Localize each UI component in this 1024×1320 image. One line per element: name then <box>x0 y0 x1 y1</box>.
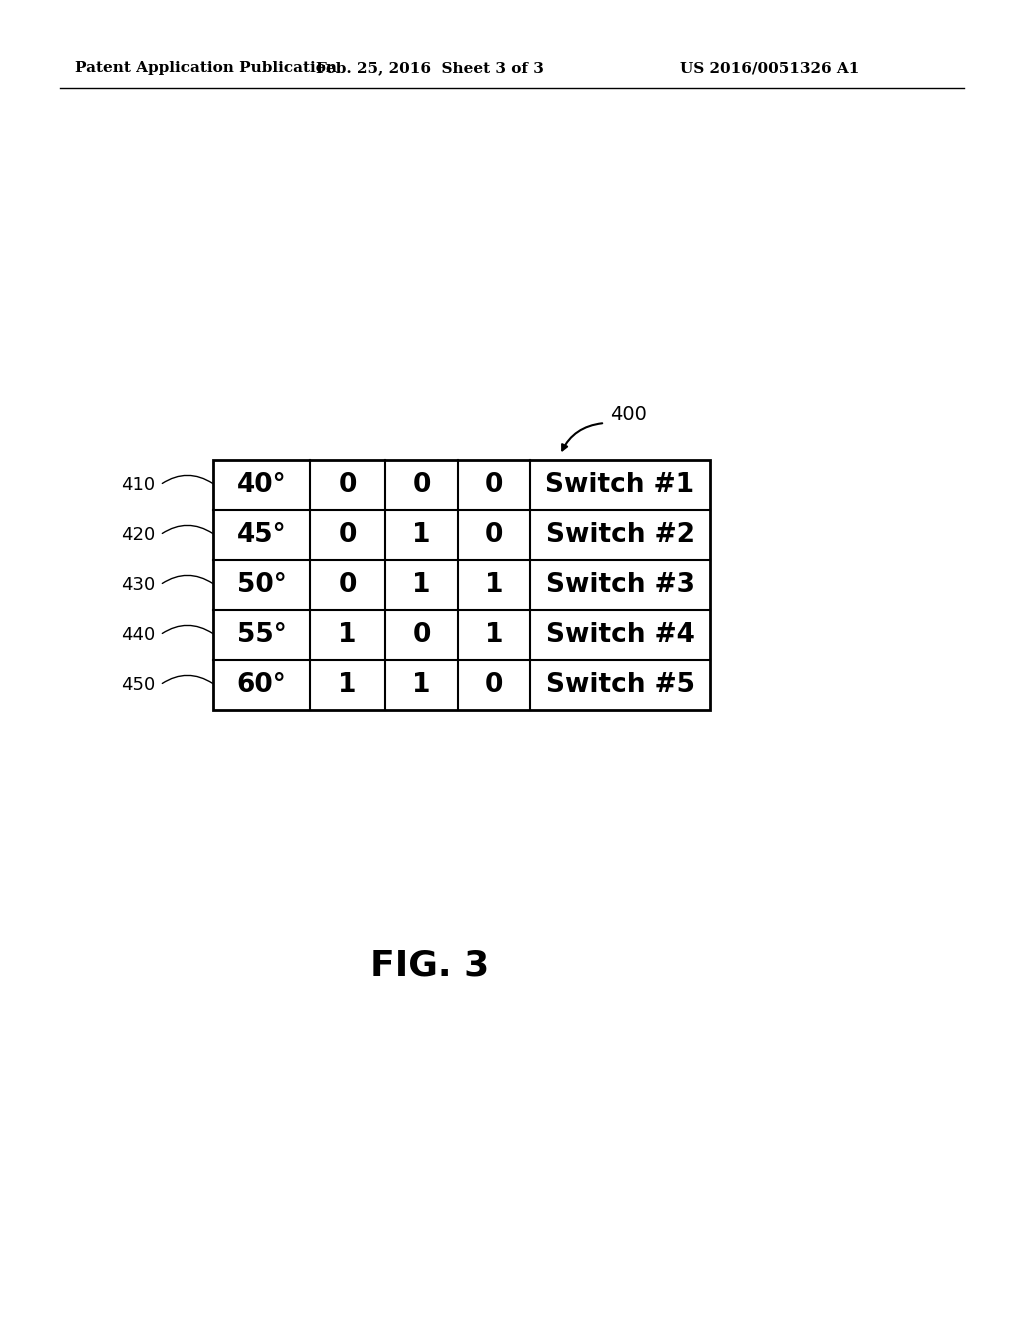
Text: Feb. 25, 2016  Sheet 3 of 3: Feb. 25, 2016 Sheet 3 of 3 <box>316 61 544 75</box>
Text: 1: 1 <box>413 672 431 698</box>
Text: Patent Application Publication: Patent Application Publication <box>75 61 337 75</box>
Text: 410: 410 <box>121 477 155 494</box>
Text: 45°: 45° <box>237 521 287 548</box>
Text: 430: 430 <box>121 576 155 594</box>
Text: Switch #4: Switch #4 <box>546 622 694 648</box>
Text: 0: 0 <box>413 473 431 498</box>
Text: FIG. 3: FIG. 3 <box>371 948 489 982</box>
Text: 1: 1 <box>338 622 356 648</box>
Text: 60°: 60° <box>237 672 287 698</box>
Text: Switch #5: Switch #5 <box>546 672 694 698</box>
Text: 1: 1 <box>484 622 503 648</box>
Text: 420: 420 <box>121 525 155 544</box>
Text: 440: 440 <box>121 626 155 644</box>
Text: 1: 1 <box>338 672 356 698</box>
Text: 450: 450 <box>121 676 155 694</box>
Text: 1: 1 <box>484 572 503 598</box>
Text: US 2016/0051326 A1: US 2016/0051326 A1 <box>680 61 859 75</box>
Text: 0: 0 <box>338 572 356 598</box>
Text: 40°: 40° <box>237 473 287 498</box>
Text: 55°: 55° <box>237 622 287 648</box>
Bar <box>213 459 710 710</box>
Text: 0: 0 <box>338 473 356 498</box>
Text: 0: 0 <box>484 521 503 548</box>
Text: 50°: 50° <box>237 572 287 598</box>
Text: Switch #3: Switch #3 <box>546 572 694 598</box>
Text: Switch #2: Switch #2 <box>546 521 694 548</box>
Text: 1: 1 <box>413 572 431 598</box>
Text: 0: 0 <box>484 473 503 498</box>
Text: 1: 1 <box>413 521 431 548</box>
Text: Switch #1: Switch #1 <box>546 473 694 498</box>
Text: 0: 0 <box>338 521 356 548</box>
Text: 0: 0 <box>484 672 503 698</box>
Text: 0: 0 <box>413 622 431 648</box>
Text: 400: 400 <box>610 405 647 425</box>
